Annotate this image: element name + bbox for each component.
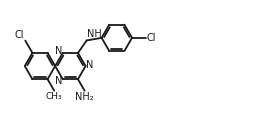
Text: N: N [55, 76, 62, 86]
Text: N: N [86, 60, 93, 70]
Text: CH₃: CH₃ [46, 92, 62, 101]
Text: N: N [55, 46, 62, 56]
Text: Cl: Cl [15, 30, 24, 40]
Text: NH₂: NH₂ [75, 92, 94, 102]
Text: Cl: Cl [146, 33, 156, 43]
Text: NH: NH [87, 29, 102, 39]
